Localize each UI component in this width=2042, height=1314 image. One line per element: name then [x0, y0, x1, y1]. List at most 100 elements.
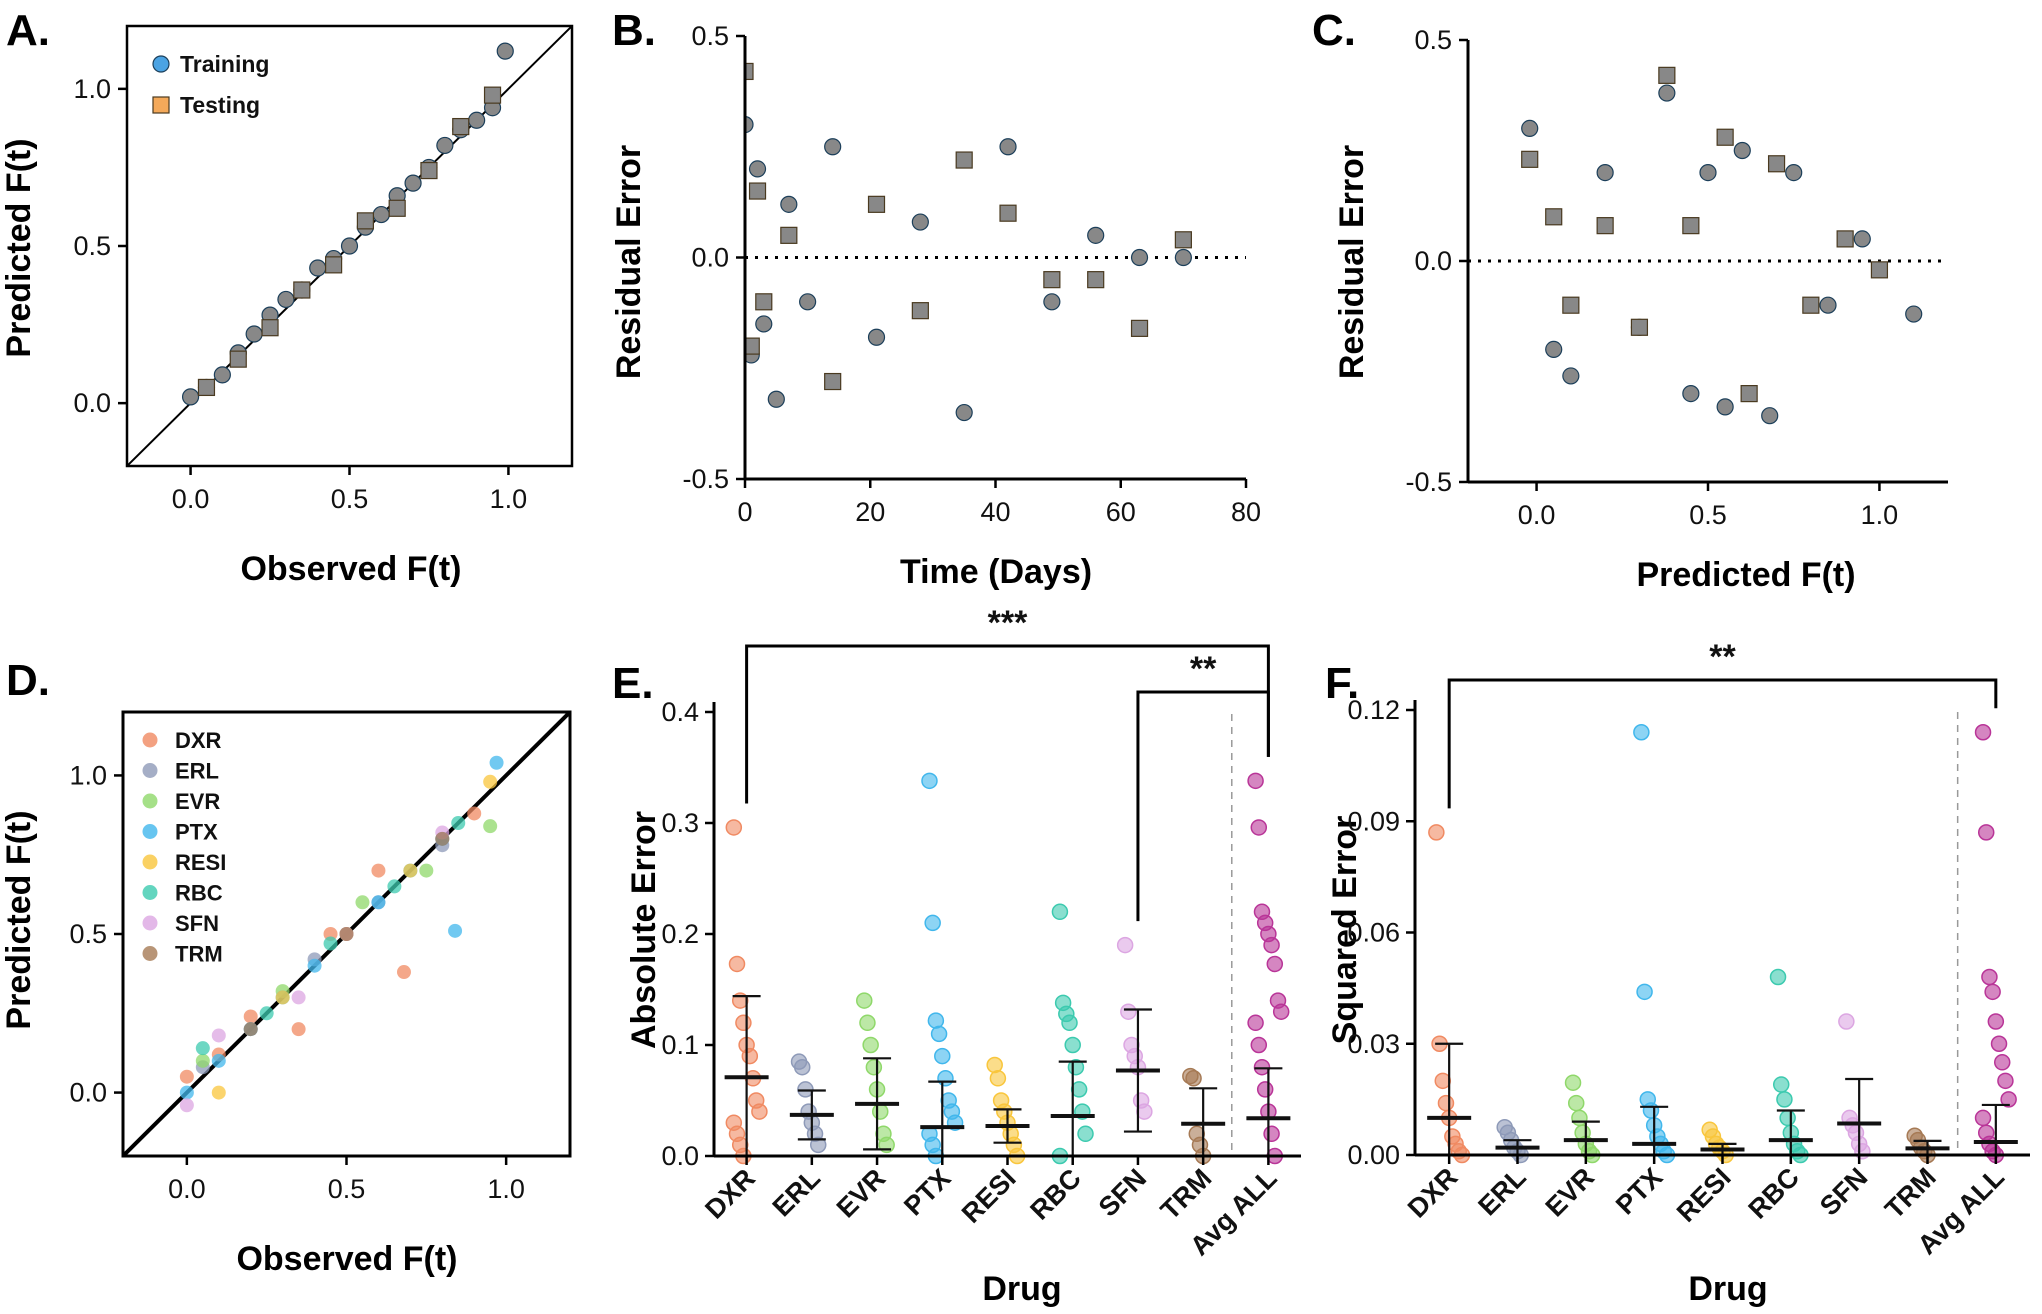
- testing-point: [1802, 296, 1820, 314]
- sfn-point: [1136, 1103, 1153, 1120]
- testing-point: [293, 281, 311, 299]
- y-axis-title-f: Squared Error: [1326, 816, 1364, 1045]
- resi-point: [211, 1085, 226, 1100]
- resi-point: [989, 1070, 1007, 1087]
- avg-all-point: [1993, 1054, 2011, 1071]
- testing-point: [867, 195, 886, 213]
- dxr-point: [1434, 1072, 1452, 1090]
- sfn-point: [1120, 1003, 1137, 1020]
- rbc-point: [1064, 1036, 1081, 1054]
- significance-bracket: **: [1447, 638, 1998, 809]
- y-axis-title-c: Residual Error: [1333, 145, 1371, 379]
- testing-point: [1836, 230, 1854, 248]
- training-point: [1658, 84, 1676, 102]
- training-point: [745, 116, 754, 134]
- legend-marker-resi: [142, 854, 158, 870]
- x-tick-label: 0.5: [1689, 500, 1727, 530]
- training-point: [372, 205, 390, 224]
- avg-all-point: [1974, 1109, 1992, 1127]
- x-tick-label: DXR: [1402, 1162, 1464, 1224]
- resi-point: [986, 1056, 1003, 1074]
- panel-label-c: C.: [1312, 6, 1356, 55]
- training-point: [213, 366, 231, 384]
- y-tick-label: 0.0: [1414, 246, 1452, 276]
- training-point: [999, 138, 1017, 156]
- evr-point: [355, 895, 370, 910]
- testing-point: [955, 151, 973, 169]
- avg-all-point: [2000, 1091, 2017, 1108]
- avg-all-point: [1981, 968, 1998, 986]
- ptx-point: [921, 772, 938, 790]
- testing-point: [999, 204, 1017, 222]
- training-point: [245, 325, 263, 343]
- legend-label-erl: ERL: [175, 759, 219, 784]
- training-point: [496, 42, 514, 60]
- rbc-point: [1776, 1091, 1793, 1108]
- group-resi: [985, 1056, 1030, 1165]
- x-tick-label: RESI: [1671, 1162, 1737, 1228]
- y-axis-title-b: Residual Error: [610, 145, 648, 379]
- panel-label-a: A.: [6, 6, 50, 55]
- y-tick-label: 0.0: [691, 243, 729, 273]
- ptx-point: [924, 914, 941, 932]
- panel-e: E. Drug Absolute Error DXR ERL EVR PTX RESI R…: [612, 604, 1301, 1308]
- x-tick-label: 20: [855, 497, 885, 527]
- dxr-point: [291, 1022, 306, 1037]
- y-tick-label: 0.0: [661, 1141, 699, 1171]
- group-rbc: [1050, 903, 1095, 1165]
- data-points: [745, 62, 1192, 422]
- testing-point: [755, 293, 773, 311]
- legend-label-dxr: DXR: [175, 728, 222, 753]
- training-point: [1174, 248, 1192, 267]
- testing-point: [911, 302, 929, 320]
- evr-point: [1571, 1109, 1588, 1127]
- avg-all-point: [1266, 955, 1284, 973]
- training-point: [1521, 119, 1539, 137]
- x-tick-label: 1.0: [487, 1174, 525, 1204]
- testing-point: [483, 86, 502, 104]
- panel-label-e: E.: [612, 659, 654, 708]
- rbc-point: [1070, 1081, 1088, 1098]
- evr-point: [1567, 1094, 1585, 1112]
- training-point: [867, 328, 886, 346]
- legend-marker-erl: [142, 763, 158, 778]
- testing-point: [1596, 217, 1614, 235]
- training-point: [277, 290, 295, 309]
- panel-f: F. Drug Squared Error DXR ERL EVR PTX RESI RB…: [1325, 638, 2030, 1308]
- x-axis-title-a: Observed F(t): [240, 550, 461, 588]
- training-point: [1682, 385, 1700, 403]
- testing-point: [1545, 208, 1563, 226]
- rbc-point: [259, 1006, 274, 1021]
- testing-point: [388, 199, 406, 217]
- avg-all-point: [1247, 772, 1264, 790]
- sfn-point: [211, 1028, 226, 1043]
- data-points: [1521, 66, 1923, 425]
- group-dxr: [724, 819, 769, 1165]
- testing-point: [745, 62, 754, 81]
- x-tick-label: 0.0: [172, 484, 210, 514]
- group-ptx: [1632, 724, 1677, 1164]
- group-sfn: [1115, 936, 1160, 1133]
- training-point: [911, 213, 929, 231]
- training-point: [1853, 230, 1871, 248]
- rbc-point: [1779, 1109, 1796, 1127]
- ptx-point: [937, 1070, 954, 1087]
- bracket-line: [1136, 690, 1270, 922]
- x-tick-label: 40: [980, 497, 1010, 527]
- legend-marker-training: [152, 55, 170, 73]
- evr-point: [483, 819, 498, 834]
- training-point: [181, 388, 200, 406]
- ptx-point: [1642, 1102, 1660, 1119]
- testing-point: [824, 372, 842, 391]
- dxr-point: [728, 955, 746, 973]
- panel-a: A. Observed F(t) Predicted F(t) 0.0 0.5 1.…: [0, 6, 574, 588]
- y-tick-label: 0.1: [661, 1030, 699, 1060]
- erl-point: [797, 1081, 814, 1098]
- x-tick-label: ERL: [1472, 1162, 1531, 1221]
- ptx-point: [934, 1047, 951, 1065]
- testing-point: [1716, 128, 1734, 146]
- training-point: [748, 160, 767, 178]
- group-avg-all: [1973, 724, 2018, 1164]
- y-tick-label: -0.5: [682, 464, 729, 494]
